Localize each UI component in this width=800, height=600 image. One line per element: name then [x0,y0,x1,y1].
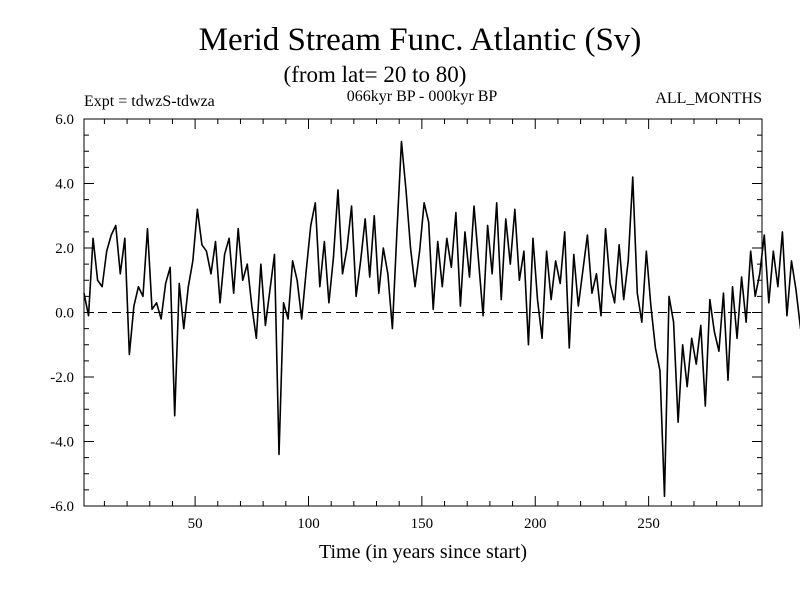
period-label: 066kyr BP - 000kyr BP [347,88,498,105]
x-tick-label: 250 [637,516,660,532]
series-line [83,140,800,498]
x-axis-label: Time (in years since start) [319,541,527,563]
expt-label: Expt = tdwzS-tdwza [84,93,215,110]
y-tick-label: -6.0 [50,499,74,515]
x-tick-label: 200 [524,516,547,532]
y-tick-label: 4.0 [55,177,74,193]
chart-subtitle: (from lat= 20 to 80) [284,62,467,87]
x-tick-label: 50 [188,516,203,532]
y-tick-label: -2.0 [50,370,74,386]
x-axis: 50 100 150 200 250 [103,119,763,532]
y-axis: -6.0 -4.0 -2.0 0.0 2.0 4.0 6.0 [50,112,762,515]
months-label: ALL_MONTHS [655,90,762,107]
x-tick-label: 100 [297,516,320,532]
y-tick-label: 0.0 [55,306,74,322]
y-tick-label: -4.0 [50,435,74,451]
chart-title: Merid Stream Func. Atlantic (Sv) [199,22,642,58]
x-tick-label: 150 [411,516,434,532]
y-tick-label: 6.0 [55,112,74,128]
y-tick-label: 2.0 [55,241,74,257]
